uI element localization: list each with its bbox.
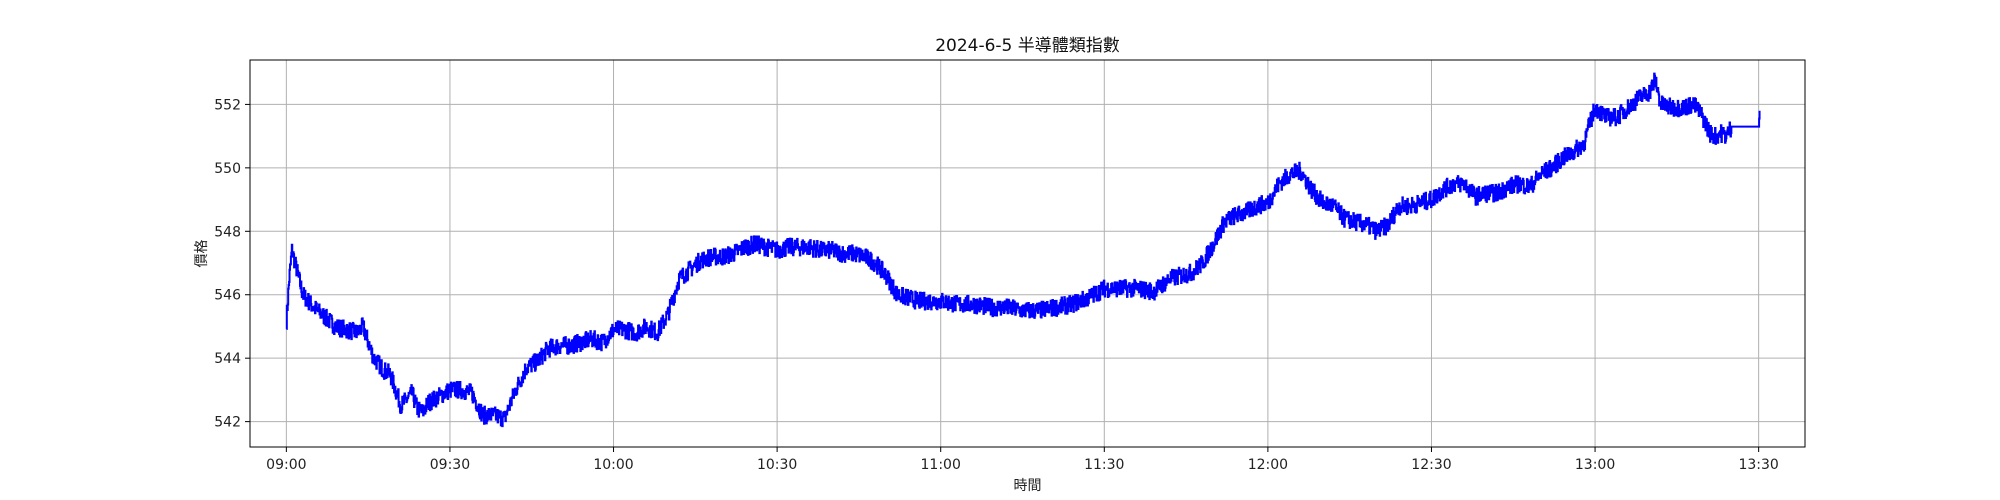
axis-ticks: 09:00 09:30 10:00 10:30 11:00 11:30 12:00 12:30… (214, 97, 1779, 473)
x-tick-label: 10:30 (757, 457, 797, 473)
x-tick-label: 12:00 (1248, 457, 1288, 473)
y-tick-label: 550 (214, 161, 241, 177)
y-axis-title: 價格 (193, 240, 210, 268)
y-tick-label: 546 (214, 288, 241, 304)
chart-title: 2024-6-5 半導體類指數 (935, 36, 1120, 56)
x-tick-label: 10:00 (593, 457, 633, 473)
price-line (285, 72, 1761, 428)
x-tick-label: 09:30 (430, 457, 470, 473)
x-tick-label: 11:30 (1084, 457, 1124, 473)
y-tick-label: 542 (214, 415, 241, 431)
y-tick-label: 544 (214, 351, 241, 367)
series-layer (285, 72, 1761, 428)
x-tick-label: 12:30 (1411, 457, 1451, 473)
x-tick-label: 11:00 (921, 457, 961, 473)
x-axis-title: 時間 (1014, 478, 1042, 494)
x-tick-label: 13:00 (1575, 457, 1615, 473)
x-tick-label: 13:30 (1738, 457, 1778, 473)
plot-frame (249, 59, 1806, 448)
y-tick-label: 548 (214, 224, 241, 240)
y-tick-label: 552 (214, 97, 241, 113)
x-tick-label: 09:00 (266, 457, 306, 473)
